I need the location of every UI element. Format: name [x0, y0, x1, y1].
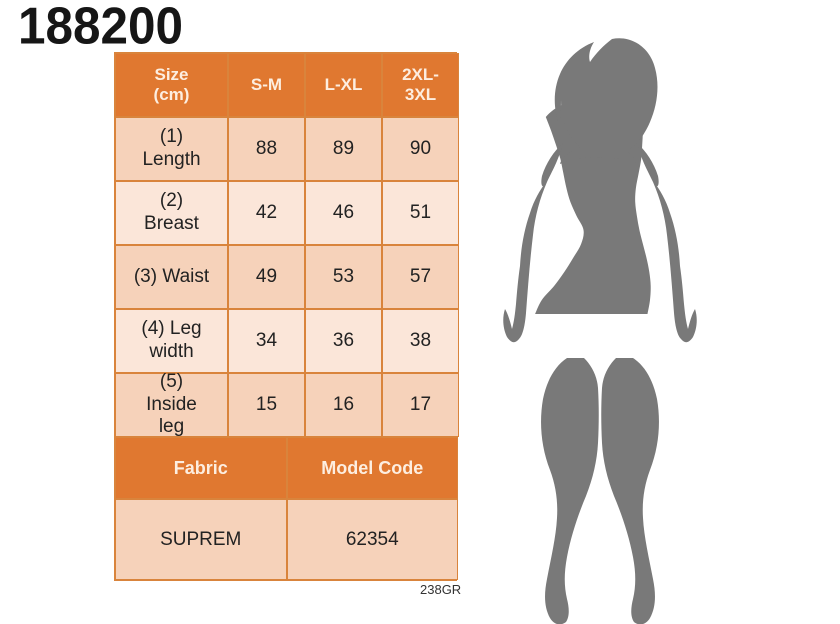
- svg-text:188200: 188200: [18, 2, 183, 54]
